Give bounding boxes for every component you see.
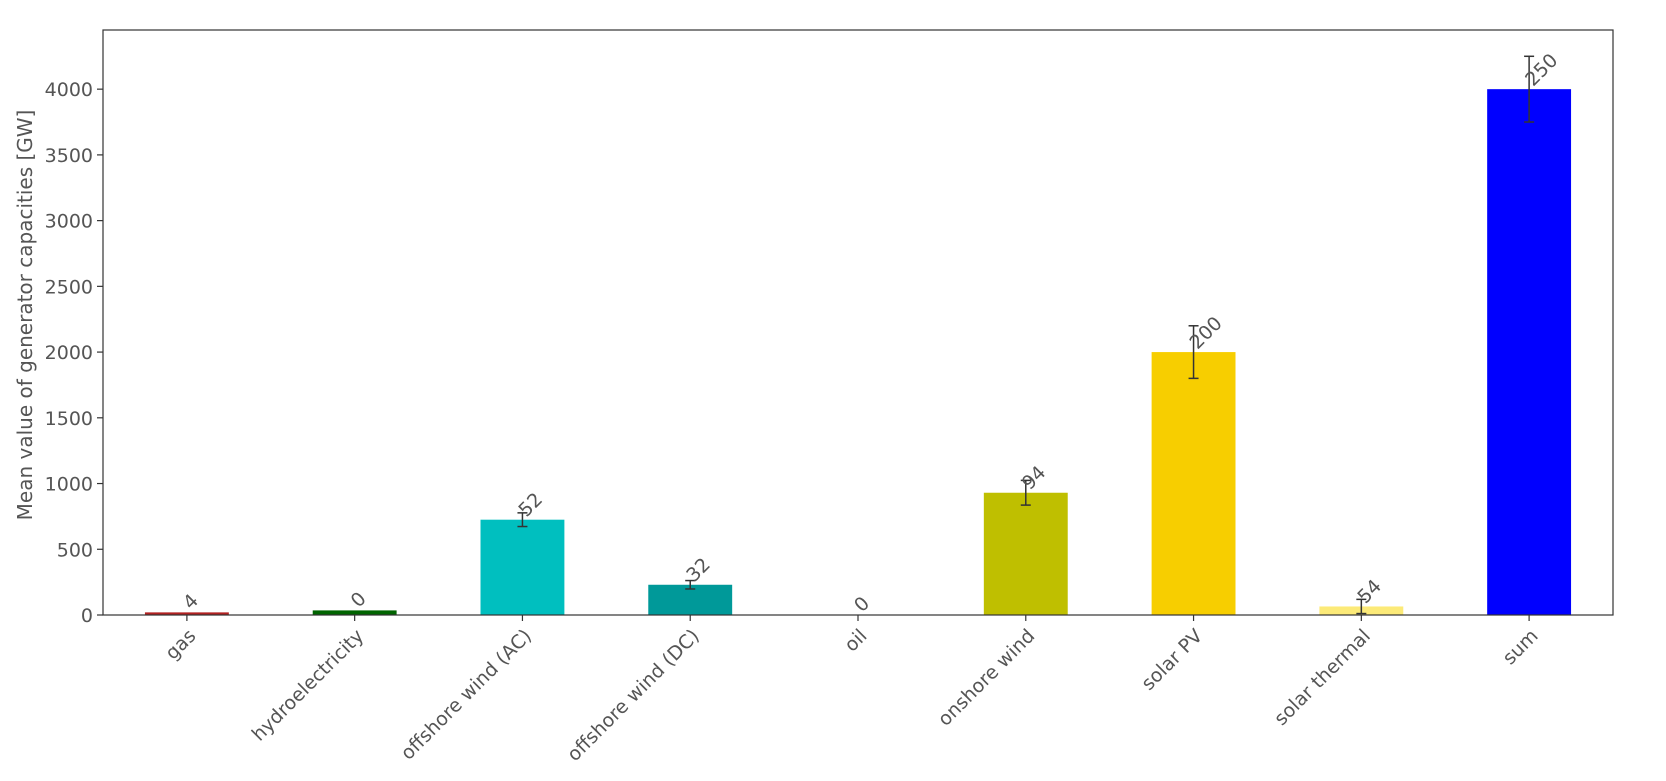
y-tick-label: 1500	[45, 408, 93, 430]
x-tick-label: solar PV	[1137, 625, 1207, 695]
error-bar	[1524, 55, 1535, 123]
x-tick-label: oil	[840, 625, 871, 656]
bar-onshore-wind	[983, 492, 1068, 615]
data-label: 200	[1186, 312, 1227, 353]
bar-offshore-wind-ac-	[480, 519, 565, 615]
y-tick-label: 3500	[45, 145, 93, 167]
data-label: 0	[850, 592, 874, 616]
x-tick-label: hydroelectricity	[248, 625, 369, 746]
data-label: 0	[347, 588, 371, 612]
error-bar	[517, 512, 528, 528]
y-tick-label: 4000	[45, 79, 93, 101]
bar-hydroelectricity	[312, 610, 397, 615]
y-axis-label: Mean value of generator capacities [GW]	[13, 110, 37, 521]
data-label: 94	[1018, 462, 1051, 495]
data-label: 32	[682, 554, 715, 587]
x-tick-label: solar thermal	[1270, 625, 1375, 730]
error-bar	[1188, 325, 1199, 380]
x-tick-label: gas	[161, 625, 200, 664]
x-tick-label: sum	[1498, 625, 1542, 669]
error-bar	[1020, 479, 1031, 506]
bar-gas	[144, 612, 229, 615]
bar-offshore-wind-dc-	[648, 584, 733, 615]
y-tick-label: 2500	[45, 276, 93, 298]
data-label: 52	[514, 489, 547, 522]
y-tick-label: 1000	[45, 474, 93, 496]
x-tick-label: offshore wind (DC)	[563, 625, 704, 766]
bar-sum	[1487, 89, 1572, 616]
error-bar	[1356, 598, 1367, 615]
y-tick-label: 500	[57, 539, 93, 561]
data-label: 4	[179, 590, 203, 614]
y-tick-label: 2000	[45, 342, 93, 364]
bar-solar-pv	[1151, 352, 1236, 615]
plot-frame	[102, 29, 1614, 616]
x-tick-label: offshore wind (AC)	[397, 625, 536, 764]
error-bar	[685, 579, 696, 590]
x-tick-label: onshore wind	[934, 625, 1040, 731]
data-label: 54	[1353, 575, 1386, 608]
y-tick-label: 3000	[45, 211, 93, 233]
y-tick-label: 0	[81, 605, 93, 627]
